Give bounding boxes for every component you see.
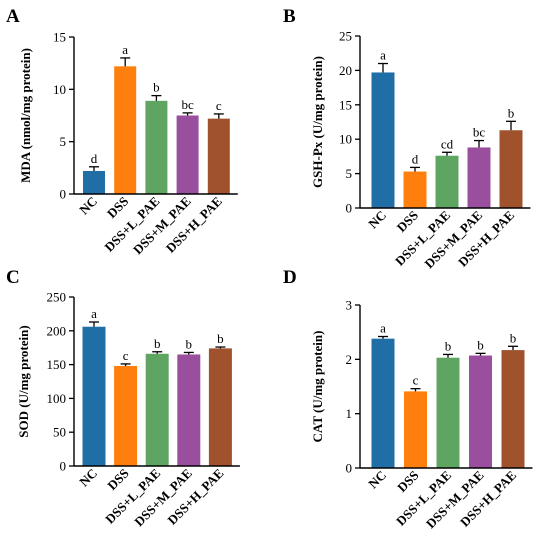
bar	[469, 355, 492, 468]
y-tick-label: 50	[53, 425, 66, 440]
bar	[467, 147, 491, 208]
y-tick-label: 20	[339, 63, 352, 78]
significance-letter: d	[412, 151, 419, 166]
bar	[435, 155, 459, 208]
significance-letter: bc	[181, 97, 194, 112]
significance-letter: c	[413, 373, 419, 388]
significance-letter: c	[123, 348, 129, 363]
bar	[499, 130, 523, 208]
x-tick-label: NC	[76, 194, 100, 218]
bar	[208, 348, 232, 466]
x-tick-label: NC	[365, 208, 389, 232]
y-tick-label: 200	[47, 323, 67, 338]
x-tick-label: DSS	[394, 208, 421, 235]
y-tick-label: 0	[60, 459, 67, 474]
significance-letter: b	[154, 336, 161, 351]
y-axis-label: SOD (U/mg protein)	[16, 325, 31, 437]
x-tick-label: DSS	[104, 466, 131, 493]
significance-letter: a	[380, 48, 386, 63]
y-axis-label: MDA (nmol/mg protein)	[18, 48, 33, 183]
bar	[114, 66, 137, 194]
bar	[403, 171, 427, 208]
significance-letter: bc	[473, 125, 486, 140]
panel-c: CaNCcDSSbDSS+L_PAEbDSS+M_PAEbDSS+H_PAE05…	[6, 267, 240, 529]
bar	[176, 115, 199, 194]
significance-letter: c	[216, 98, 222, 113]
bar	[177, 354, 201, 466]
bar	[436, 357, 460, 468]
significance-letter: b	[186, 336, 193, 351]
panel-letter: C	[6, 267, 20, 288]
y-tick-label: 5	[60, 134, 67, 149]
y-tick-label: 1	[346, 406, 353, 421]
significance-letter: a	[122, 42, 128, 57]
y-tick-label: 15	[339, 97, 352, 112]
y-tick-label: 25	[339, 29, 352, 44]
x-tick-label: NC	[365, 468, 389, 492]
bar	[371, 338, 395, 468]
y-tick-label: 5	[346, 166, 353, 181]
panel-d: DaNCcDSSbDSS+L_PAEbDSS+M_PAEbDSS+H_PAE01…	[283, 267, 533, 531]
y-tick-label: 15	[53, 30, 66, 45]
bar	[404, 391, 427, 468]
y-tick-label: 10	[339, 132, 352, 147]
y-tick-label: 2	[346, 352, 353, 367]
bar	[82, 326, 106, 466]
significance-letter: a	[380, 321, 386, 336]
y-tick-label: 10	[53, 82, 66, 97]
significance-letter: b	[445, 338, 452, 353]
significance-letter: d	[91, 151, 98, 166]
panel-a: AdNCaDSSbDSS+L_PAEbcDSS+M_PAEcDSS+H_PAE0…	[6, 6, 238, 257]
y-axis-label: GSH-Px (U/mg protein)	[310, 56, 325, 188]
significance-letter: b	[477, 337, 484, 352]
y-tick-label: 0	[346, 461, 353, 476]
significance-letter: a	[91, 306, 97, 321]
bar	[145, 100, 168, 194]
x-tick-label: DSS	[394, 468, 421, 495]
y-tick-label: 100	[47, 391, 67, 406]
bar	[371, 72, 395, 209]
bar	[83, 170, 105, 194]
y-tick-label: 0	[60, 187, 67, 202]
y-tick-label: 150	[47, 357, 67, 372]
significance-letter: b	[153, 80, 160, 95]
x-tick-label: NC	[76, 466, 100, 490]
panel-letter: B	[283, 6, 296, 27]
y-axis-label: CAT (U/mg protein)	[310, 331, 325, 443]
panel-b: BaNCdDSScdDSS+L_PAEbcDSS+M_PAEbDSS+H_PAE…	[283, 6, 531, 271]
panel-letter: A	[6, 6, 20, 27]
significance-letter: b	[510, 330, 517, 345]
y-tick-label: 250	[47, 290, 67, 305]
panel-letter: D	[283, 267, 297, 288]
significance-letter: cd	[441, 136, 454, 151]
bar	[501, 350, 525, 468]
bar	[114, 365, 138, 466]
significance-letter: b	[508, 105, 515, 120]
y-tick-label: 3	[346, 298, 353, 313]
significance-letter: b	[217, 331, 224, 346]
bar	[207, 118, 230, 194]
y-tick-label: 0	[346, 201, 353, 216]
bar	[145, 353, 169, 466]
